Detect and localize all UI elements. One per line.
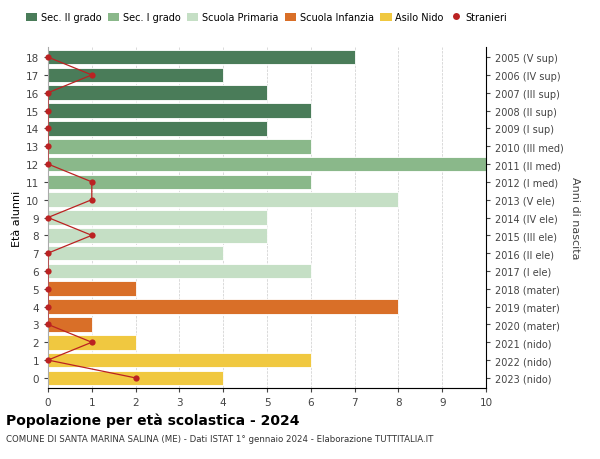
Text: Popolazione per età scolastica - 2024: Popolazione per età scolastica - 2024 — [6, 413, 299, 428]
Bar — [48, 353, 311, 368]
Bar — [48, 122, 267, 136]
Bar — [48, 335, 136, 350]
Bar — [48, 371, 223, 386]
Bar — [48, 211, 267, 225]
Y-axis label: Anni di nascita: Anni di nascita — [571, 177, 580, 259]
Y-axis label: Età alunni: Età alunni — [11, 190, 22, 246]
Text: COMUNE DI SANTA MARINA SALINA (ME) - Dati ISTAT 1° gennaio 2024 - Elaborazione T: COMUNE DI SANTA MARINA SALINA (ME) - Dat… — [6, 434, 433, 443]
Bar — [48, 300, 398, 314]
Bar — [48, 264, 311, 279]
Bar — [48, 86, 267, 101]
Bar — [48, 104, 311, 118]
Bar — [48, 140, 311, 154]
Bar — [48, 50, 355, 65]
Bar — [48, 157, 486, 172]
Bar — [48, 229, 267, 243]
Bar — [48, 175, 311, 190]
Legend: Sec. II grado, Sec. I grado, Scuola Primaria, Scuola Infanzia, Asilo Nido, Stran: Sec. II grado, Sec. I grado, Scuola Prim… — [22, 9, 511, 27]
Bar — [48, 193, 398, 207]
Bar — [48, 282, 136, 297]
Bar — [48, 246, 223, 261]
Bar — [48, 318, 92, 332]
Bar — [48, 68, 223, 83]
